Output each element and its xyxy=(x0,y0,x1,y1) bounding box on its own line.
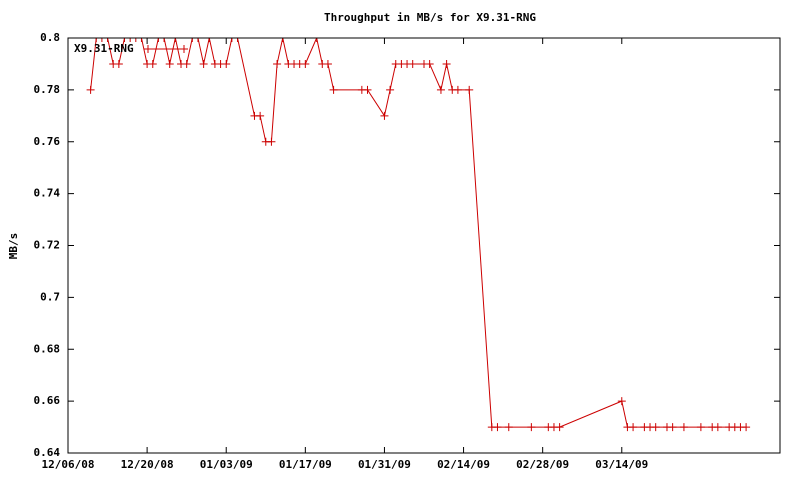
point-marker xyxy=(527,423,536,432)
point-marker xyxy=(267,137,276,146)
legend-marker xyxy=(144,45,152,53)
point-marker xyxy=(504,423,513,432)
point-marker xyxy=(120,38,129,42)
point-marker xyxy=(493,423,502,432)
y-axis-label: MB/s xyxy=(7,233,20,260)
point-marker xyxy=(668,423,677,432)
point-marker xyxy=(86,85,95,94)
x-tick-label: 12/06/08 xyxy=(42,458,95,471)
point-marker xyxy=(171,38,180,42)
legend-label: X9.31-RNG xyxy=(74,42,134,55)
point-marker xyxy=(165,59,174,68)
point-marker xyxy=(199,59,208,68)
point-marker xyxy=(222,59,231,68)
point-marker xyxy=(696,423,705,432)
x-tick-label: 02/28/09 xyxy=(516,458,569,471)
legend-marker xyxy=(180,45,188,53)
point-marker xyxy=(114,59,123,68)
y-tick-label: 0.78 xyxy=(34,83,61,96)
point-marker xyxy=(188,38,197,42)
point-marker xyxy=(425,59,434,68)
point-marker xyxy=(555,423,564,432)
point-marker xyxy=(386,85,395,94)
point-marker xyxy=(160,38,169,42)
point-marker xyxy=(154,38,163,42)
y-tick-label: 0.7 xyxy=(40,290,60,303)
point-marker xyxy=(92,38,101,42)
y-tick-label: 0.74 xyxy=(34,187,61,200)
point-marker xyxy=(312,38,321,42)
point-marker xyxy=(442,59,451,68)
y-tick-label: 0.66 xyxy=(34,394,61,407)
x-tick-label: 02/14/09 xyxy=(437,458,490,471)
point-marker xyxy=(233,38,242,42)
point-marker xyxy=(408,59,417,68)
x-tick-label: 12/20/08 xyxy=(121,458,174,471)
point-marker xyxy=(273,59,282,68)
point-marker xyxy=(436,85,445,94)
point-marker xyxy=(227,38,236,42)
point-marker xyxy=(148,59,157,68)
point-marker xyxy=(679,423,688,432)
y-tick-label: 0.72 xyxy=(34,239,61,252)
chart-title: Throughput in MB/s for X9.31-RNG xyxy=(324,11,536,24)
x-tick-label: 03/14/09 xyxy=(595,458,648,471)
y-tick-label: 0.64 xyxy=(34,446,61,459)
point-marker xyxy=(713,423,722,432)
x-tick-label: 01/17/09 xyxy=(279,458,332,471)
point-marker xyxy=(363,85,372,94)
point-marker xyxy=(193,38,202,42)
y-tick-label: 0.8 xyxy=(40,31,60,44)
y-tick-label: 0.68 xyxy=(34,342,61,355)
point-marker xyxy=(97,38,106,42)
point-marker xyxy=(278,38,287,42)
x-tick-label: 01/03/09 xyxy=(200,458,253,471)
point-marker xyxy=(380,111,389,120)
point-marker xyxy=(126,38,135,42)
point-marker xyxy=(131,38,140,42)
point-marker xyxy=(137,38,146,42)
y-tick-label: 0.76 xyxy=(34,135,61,148)
plot-area xyxy=(86,38,751,432)
point-marker xyxy=(103,38,112,42)
point-marker xyxy=(256,111,265,120)
point-marker xyxy=(629,423,638,432)
point-marker xyxy=(323,59,332,68)
x-tick-label: 01/31/09 xyxy=(358,458,411,471)
point-marker xyxy=(453,85,462,94)
point-marker xyxy=(329,85,338,94)
point-marker xyxy=(205,38,214,42)
point-marker xyxy=(651,423,660,432)
point-marker xyxy=(465,85,474,94)
point-marker xyxy=(301,59,310,68)
point-marker xyxy=(182,59,191,68)
point-marker xyxy=(742,423,751,432)
point-marker xyxy=(617,397,626,406)
